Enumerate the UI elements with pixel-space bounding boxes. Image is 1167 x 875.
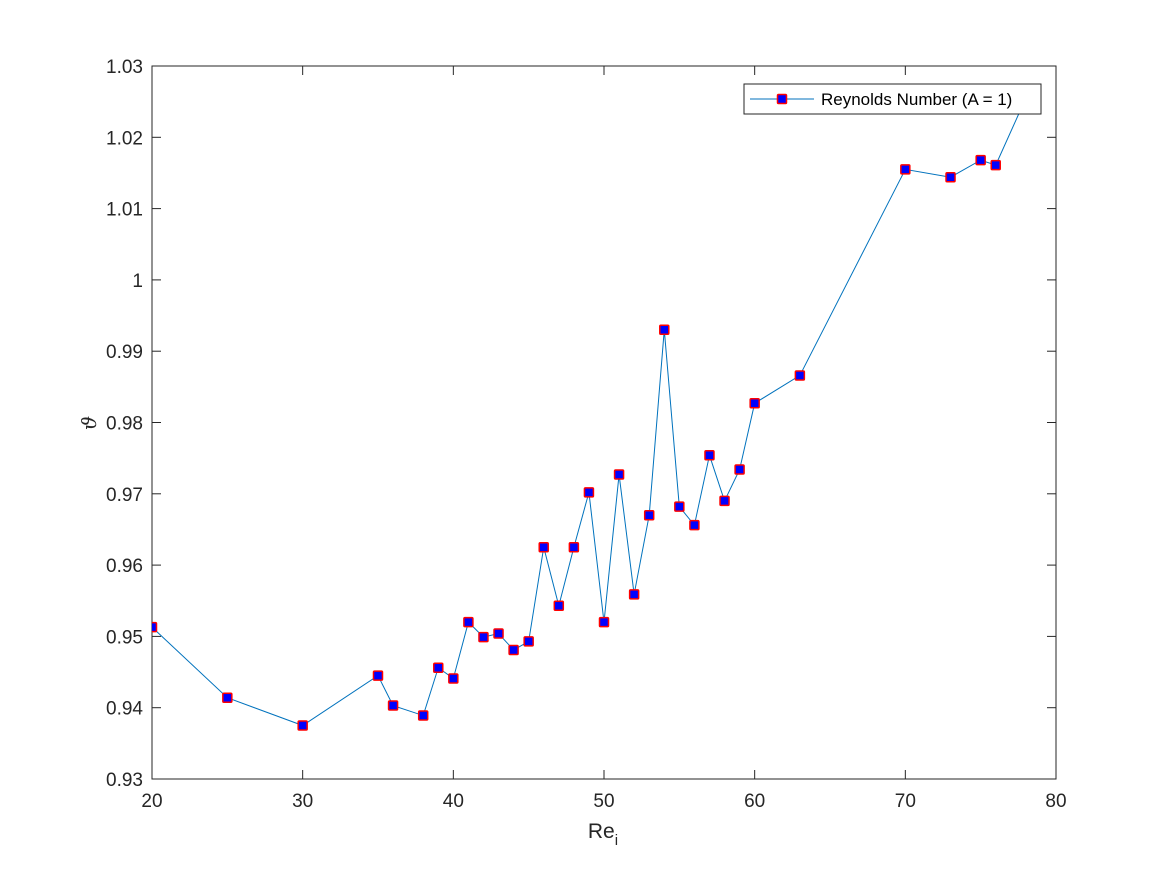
data-point (478, 631, 489, 643)
data-point (900, 164, 911, 175)
data-point (553, 600, 565, 611)
x-axis-label-text: Re (588, 820, 615, 843)
data-point (417, 710, 429, 721)
data-point (643, 509, 655, 521)
y-axis-label: ϑ (77, 416, 101, 430)
legend-label: Reynolds Number (A = 1) (821, 90, 1012, 109)
data-point (674, 501, 685, 512)
y-tick-label: 1.03 (106, 57, 143, 78)
y-tick-label: 1.01 (106, 200, 143, 221)
data-point (387, 700, 399, 711)
data-point (493, 628, 504, 639)
data-point (613, 469, 625, 480)
data-point (990, 159, 1001, 171)
series-line (152, 97, 1027, 727)
data-point (523, 636, 534, 647)
x-tick-label: 50 (593, 791, 614, 812)
y-tick-label: 0.94 (106, 699, 143, 720)
data-point (222, 692, 233, 703)
data-point (689, 519, 700, 531)
y-tick-label: 0.96 (106, 556, 143, 577)
data-point (448, 673, 459, 684)
x-tick-label: 80 (1045, 791, 1066, 812)
data-point (372, 670, 384, 681)
x-tick-label: 40 (443, 791, 464, 812)
data-point (568, 542, 580, 553)
data-point (719, 495, 730, 507)
y-tick-label: 0.95 (106, 627, 143, 648)
y-tick-label: 1 (132, 271, 143, 292)
data-point (297, 720, 308, 731)
legend: Reynolds Number (A = 1) (743, 83, 1042, 115)
data-point (945, 171, 956, 183)
data-point (538, 542, 549, 553)
y-tick-label: 0.98 (106, 414, 143, 435)
x-tick-label: 60 (744, 791, 765, 812)
x-tick-label: 20 (141, 791, 162, 812)
axes (151, 65, 1057, 780)
data-point (975, 154, 986, 166)
data-point (628, 589, 640, 600)
y-tick-label: 0.93 (106, 770, 143, 791)
data-point (734, 464, 745, 475)
data-point (659, 324, 670, 336)
data-point (508, 644, 519, 656)
data-point (749, 398, 760, 409)
x-axis-label: Rei (588, 820, 618, 849)
legend-marker-sample (776, 93, 788, 105)
data-point (152, 621, 158, 633)
x-tick-label: 70 (895, 791, 916, 812)
x-tick-label: 30 (292, 791, 313, 812)
data-point (433, 662, 444, 674)
data-point (463, 616, 474, 628)
data-point (583, 487, 595, 498)
x-axis-label-subscript: i (615, 832, 618, 849)
tick-labels: 20 30 40 50 60 70 80 0.93 0.94 0.95 0.96 0.97 0.98 0.… (106, 57, 1067, 812)
y-tick-label: 0.99 (106, 342, 143, 363)
y-tick-label: 0.97 (106, 485, 143, 506)
data-point (598, 616, 610, 628)
data-point (794, 370, 806, 381)
data-point (704, 450, 715, 461)
y-tick-label: 1.02 (106, 128, 143, 149)
